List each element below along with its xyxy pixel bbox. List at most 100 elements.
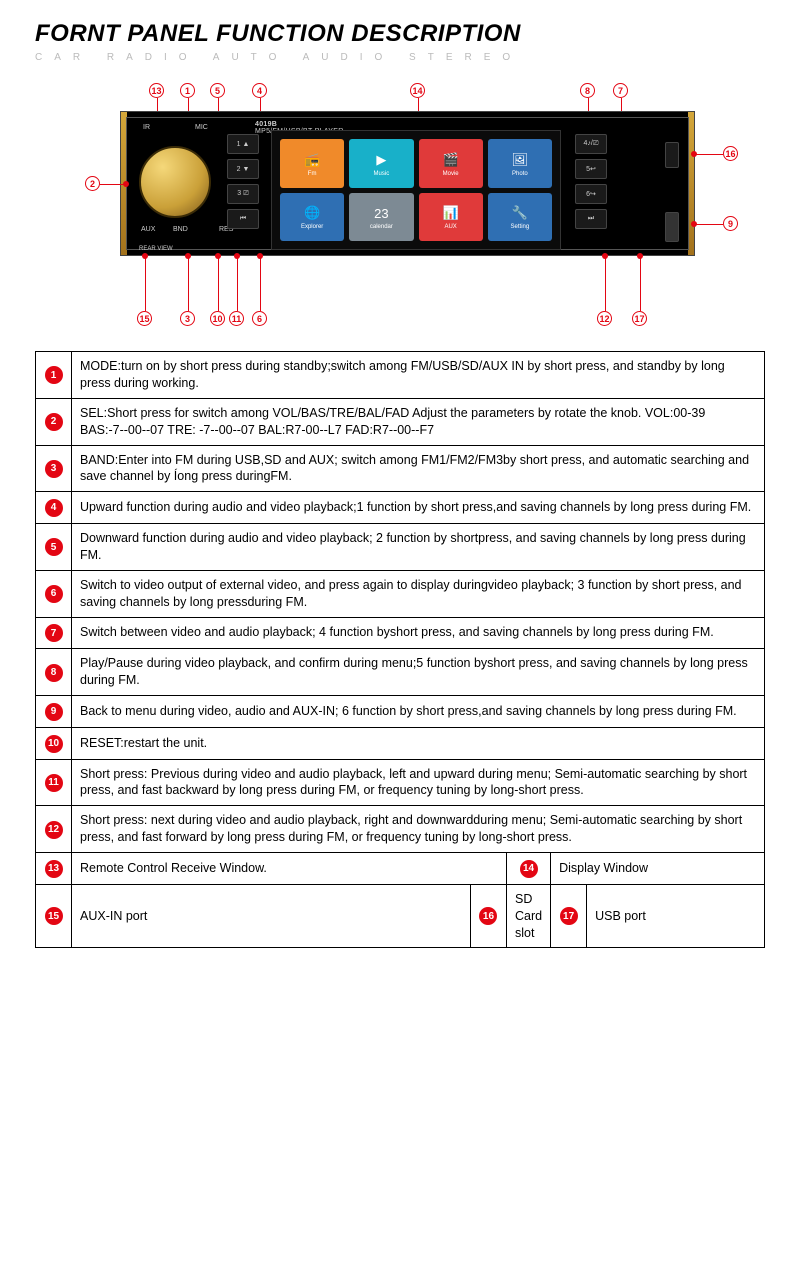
function-number-badge: 6	[45, 585, 63, 603]
front-panel-diagram: 131541487 IR MIC 4019B MP5/FM/USB/BT PLA…	[35, 81, 765, 341]
function-number-cell: 3	[36, 445, 72, 492]
callout: 4	[252, 83, 267, 98]
app-glyph-icon: 🎬	[441, 150, 461, 170]
function-text-cell: Short press: next during video and audio…	[72, 806, 765, 853]
function-number-cell: 8	[36, 649, 72, 696]
display-screen[interactable]: 📻Fm▶Music🎬Movie🖼Photo🌐Explorer23calendar…	[271, 130, 561, 250]
app-glyph-icon: 🔧	[510, 203, 530, 223]
panel-button[interactable]: ⏮	[227, 209, 259, 229]
callout-number: 10	[210, 311, 225, 326]
aux-label: AUX	[141, 226, 155, 233]
callout: 5	[210, 83, 225, 98]
function-number-cell: 15	[36, 884, 72, 948]
table-row: 6Switch to video output of external vide…	[36, 570, 765, 617]
function-text-cell: Downward function during audio and video…	[72, 524, 765, 571]
ir-label: IR	[143, 124, 150, 131]
function-number-cell: 17	[551, 884, 587, 948]
panel-button[interactable]: 5↩	[575, 159, 607, 179]
app-icon[interactable]: 🖼Photo	[488, 139, 552, 188]
app-glyph-icon: 📻	[302, 150, 322, 170]
function-number-badge: 12	[45, 821, 63, 839]
panel-button[interactable]: 6↪	[575, 184, 607, 204]
callout-number: 5	[210, 83, 225, 98]
function-table: 1MODE:turn on by short press during stan…	[35, 351, 765, 948]
app-glyph-icon: ▶	[371, 150, 391, 170]
callout-number: 4	[252, 83, 267, 98]
table-row: 11Short press: Previous during video and…	[36, 759, 765, 806]
function-number-cell: 1	[36, 352, 72, 399]
function-number-cell: 7	[36, 617, 72, 649]
callout: 17	[632, 311, 647, 326]
app-icon[interactable]: 🌐Explorer	[280, 193, 344, 242]
function-number-cell: 5	[36, 524, 72, 571]
function-number-cell: 11	[36, 759, 72, 806]
function-text-cell: RESET:restart the unit.	[72, 727, 765, 759]
function-number-badge: 10	[45, 735, 63, 753]
table-row: 15AUX-IN port16SD Card slot17USB port	[36, 884, 765, 948]
function-number-cell: 2	[36, 398, 72, 445]
function-number-badge: 15	[45, 907, 63, 925]
page-title: FORNT PANEL FUNCTION DESCRIPTION	[35, 20, 765, 48]
callout-number: 6	[252, 311, 267, 326]
app-glyph-icon: 📊	[441, 203, 461, 223]
app-label: Setting	[511, 224, 530, 230]
panel-button[interactable]: 4♪/⎚	[575, 134, 607, 154]
app-icon[interactable]: 🎬Movie	[419, 139, 483, 188]
function-number-badge: 4	[45, 499, 63, 517]
table-row: 13Remote Control Receive Window.14Displa…	[36, 853, 765, 885]
callout: 16	[723, 146, 738, 161]
app-icon[interactable]: ▶Music	[349, 139, 413, 188]
callout: 3	[180, 311, 195, 326]
app-icon[interactable]: 📊AUX	[419, 193, 483, 242]
callout-number: 1	[180, 83, 195, 98]
callout: 10	[210, 311, 225, 326]
table-row: 2SEL:Short press for switch among VOL/BA…	[36, 398, 765, 445]
callout-number: 17	[632, 311, 647, 326]
mic-label: MIC	[195, 124, 208, 131]
app-icon[interactable]: 23calendar	[349, 193, 413, 242]
panel-button[interactable]: ⏭	[575, 209, 607, 229]
table-row: 4Upward function during audio and video …	[36, 492, 765, 524]
function-number-cell: 4	[36, 492, 72, 524]
app-label: calendar	[370, 224, 393, 230]
app-icon[interactable]: 🔧Setting	[488, 193, 552, 242]
button-column-right: 4♪/⎚ 5↩ 6↪ ⏭	[575, 134, 607, 229]
callout: 11	[229, 311, 244, 326]
function-number-badge: 7	[45, 624, 63, 642]
function-number-badge: 2	[45, 413, 63, 431]
function-text-cell: Back to menu during video, audio and AUX…	[72, 696, 765, 728]
volume-knob[interactable]	[139, 146, 211, 218]
function-number-cell: 10	[36, 727, 72, 759]
panel-button[interactable]: 3 ⎚	[227, 184, 259, 204]
function-text-cell: SD Card slot	[506, 884, 550, 948]
function-text-cell: Remote Control Receive Window.	[72, 853, 507, 885]
callout-number: 12	[597, 311, 612, 326]
function-number-badge: 3	[45, 460, 63, 478]
callout: 13	[149, 83, 164, 98]
usb-slot[interactable]	[665, 212, 679, 242]
app-glyph-icon: 🌐	[302, 203, 322, 223]
rearview-label: REAR VIEW	[139, 246, 173, 252]
app-label: AUX	[444, 224, 456, 230]
table-row: 10 RESET:restart the unit.	[36, 727, 765, 759]
function-number-badge: 5	[45, 538, 63, 556]
panel-button[interactable]: 1 ▲	[227, 134, 259, 154]
function-text-cell: USB port	[587, 884, 765, 948]
function-text-cell: Display Window	[551, 853, 765, 885]
callout: 8	[580, 83, 595, 98]
panel-button[interactable]: 2 ▼	[227, 159, 259, 179]
table-row: 9 Back to menu during video, audio and AU…	[36, 696, 765, 728]
function-number-cell: 6	[36, 570, 72, 617]
function-text-cell: BAND:Enter into FM during USB,SD and AUX…	[72, 445, 765, 492]
bnd-label: BND	[173, 226, 188, 233]
table-row: 3 BAND:Enter into FM during USB,SD and AU…	[36, 445, 765, 492]
tf-slot[interactable]	[665, 142, 679, 168]
function-number-cell: 14	[506, 853, 550, 885]
app-icon[interactable]: 📻Fm	[280, 139, 344, 188]
app-label: Photo	[512, 171, 528, 177]
callout: 14	[410, 83, 425, 98]
function-number-badge: 9	[45, 703, 63, 721]
stereo-face: IR MIC 4019B MP5/FM/USB/BT PLAYER AUX BN…	[126, 117, 689, 250]
app-glyph-icon: 🖼	[510, 150, 530, 170]
callout: 6	[252, 311, 267, 326]
